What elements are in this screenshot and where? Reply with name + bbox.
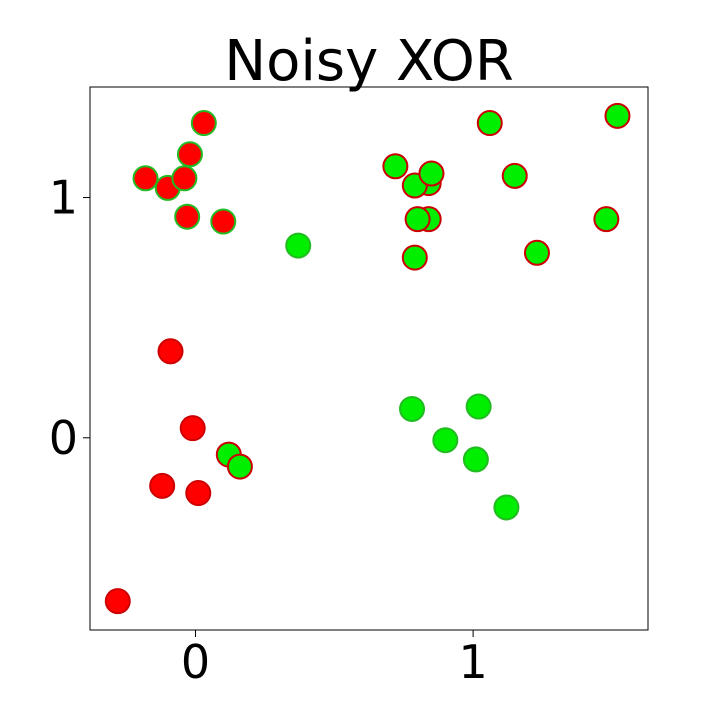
data-point-14 [210, 208, 237, 235]
data-point-27 [399, 395, 426, 422]
data-point-18 [418, 160, 445, 187]
data-point-12 [190, 110, 217, 137]
data-point-10 [171, 165, 198, 192]
data-point-15 [382, 153, 409, 180]
data-point-20 [404, 206, 431, 233]
data-point-24 [523, 239, 550, 266]
data-point-11 [176, 141, 203, 168]
data-point-7 [285, 232, 312, 259]
y-tick-label-1: 1 [49, 171, 78, 225]
data-point-29 [465, 393, 492, 420]
data-point-23 [501, 162, 528, 189]
data-point-22 [476, 110, 503, 137]
data-point-8 [132, 165, 159, 192]
x-tick-label-1: 1 [458, 635, 487, 689]
data-point-31 [493, 494, 520, 521]
x-tick-label-0: 0 [181, 635, 210, 689]
points-layer [104, 102, 631, 615]
plot-frame [89, 86, 649, 631]
data-point-1 [149, 472, 176, 499]
data-point-13 [174, 203, 201, 230]
data-point-30 [462, 446, 489, 473]
data-point-21 [401, 244, 428, 271]
data-point-6 [226, 453, 253, 480]
data-point-3 [179, 415, 206, 442]
y-tick-label-0: 0 [49, 411, 78, 465]
chart-title: Noisy XOR [224, 29, 514, 94]
data-point-25 [593, 206, 620, 233]
data-point-4 [157, 338, 184, 365]
ticks-layer: 0 1 0 1 [49, 171, 488, 689]
data-point-0 [104, 588, 131, 615]
data-point-26 [604, 102, 631, 129]
data-point-2 [185, 480, 212, 507]
data-point-28 [432, 427, 459, 454]
